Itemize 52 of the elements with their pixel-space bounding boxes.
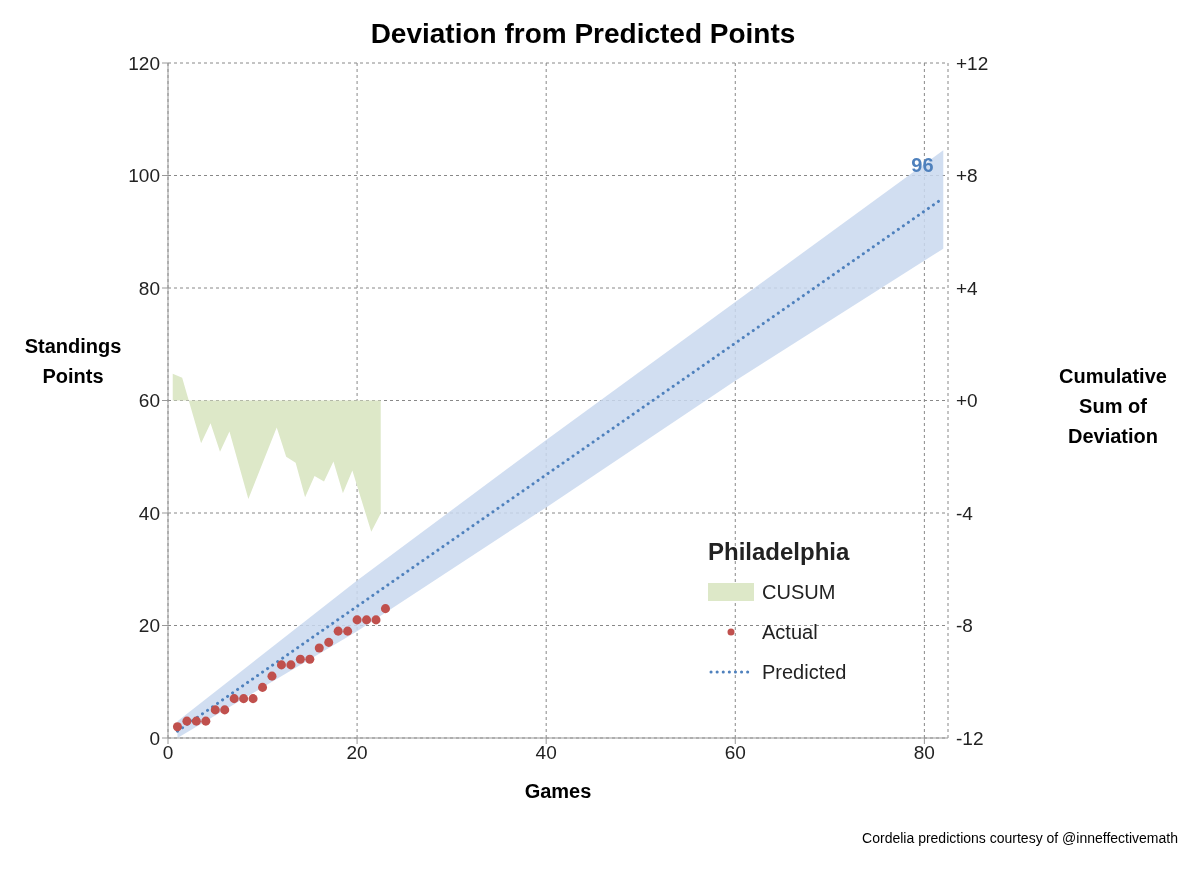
point <box>172 722 182 732</box>
point <box>333 626 343 636</box>
x-tick-label: 60 <box>724 742 746 764</box>
legend-title: Philadelphia <box>708 538 850 566</box>
legend-label: CUSUM <box>762 580 836 604</box>
x-axis-title: Games <box>523 780 593 803</box>
y2-tick-label: +8 <box>956 165 978 187</box>
y2-tick-label: +4 <box>956 277 979 299</box>
y2-tick-label: +12 <box>956 52 989 74</box>
point <box>182 716 192 726</box>
y-axis-title: Standings Points <box>23 333 123 389</box>
point <box>276 660 286 670</box>
point <box>248 694 258 704</box>
point <box>343 626 353 636</box>
y-tick-label: 120 <box>128 52 160 74</box>
y-tick-label: 60 <box>138 390 160 412</box>
y2-tick-label: -12 <box>956 727 984 749</box>
y-tick-label: 80 <box>138 277 160 299</box>
x-tick-label: 80 <box>913 742 935 764</box>
point <box>286 660 296 670</box>
annotation: 96 <box>911 154 934 177</box>
y2-axis-title: Cumulative Sum of Deviation <box>1058 363 1168 449</box>
x-tick-label: 0 <box>162 742 174 764</box>
legend-label: Actual <box>762 620 818 644</box>
point <box>380 604 390 614</box>
y-tick-label: 0 <box>149 727 160 749</box>
point <box>305 654 315 664</box>
point <box>191 716 201 726</box>
text: Cordelia predictions courtesy of @inneffectivemath <box>862 830 1178 846</box>
point <box>362 615 372 625</box>
x-tick-label: 40 <box>535 742 557 764</box>
point <box>229 694 239 704</box>
y2-tick-label: -8 <box>956 615 973 637</box>
point <box>239 694 249 704</box>
y-tick-label: 100 <box>128 165 160 187</box>
point <box>267 671 277 681</box>
point <box>371 615 381 625</box>
point <box>324 637 334 647</box>
point <box>352 615 362 625</box>
point <box>220 705 230 715</box>
point <box>258 682 268 692</box>
point <box>210 705 220 715</box>
chart-title: Deviation from Predicted Points <box>369 18 797 50</box>
point <box>314 643 324 653</box>
point <box>295 654 305 664</box>
legend-label: Predicted <box>762 660 847 684</box>
x-tick-label: 20 <box>346 742 368 764</box>
y2-tick-label: -4 <box>956 502 974 524</box>
y-tick-label: 20 <box>138 615 160 637</box>
y-tick-label: 40 <box>138 502 160 524</box>
point <box>201 716 211 726</box>
y2-tick-label: +0 <box>956 390 978 412</box>
